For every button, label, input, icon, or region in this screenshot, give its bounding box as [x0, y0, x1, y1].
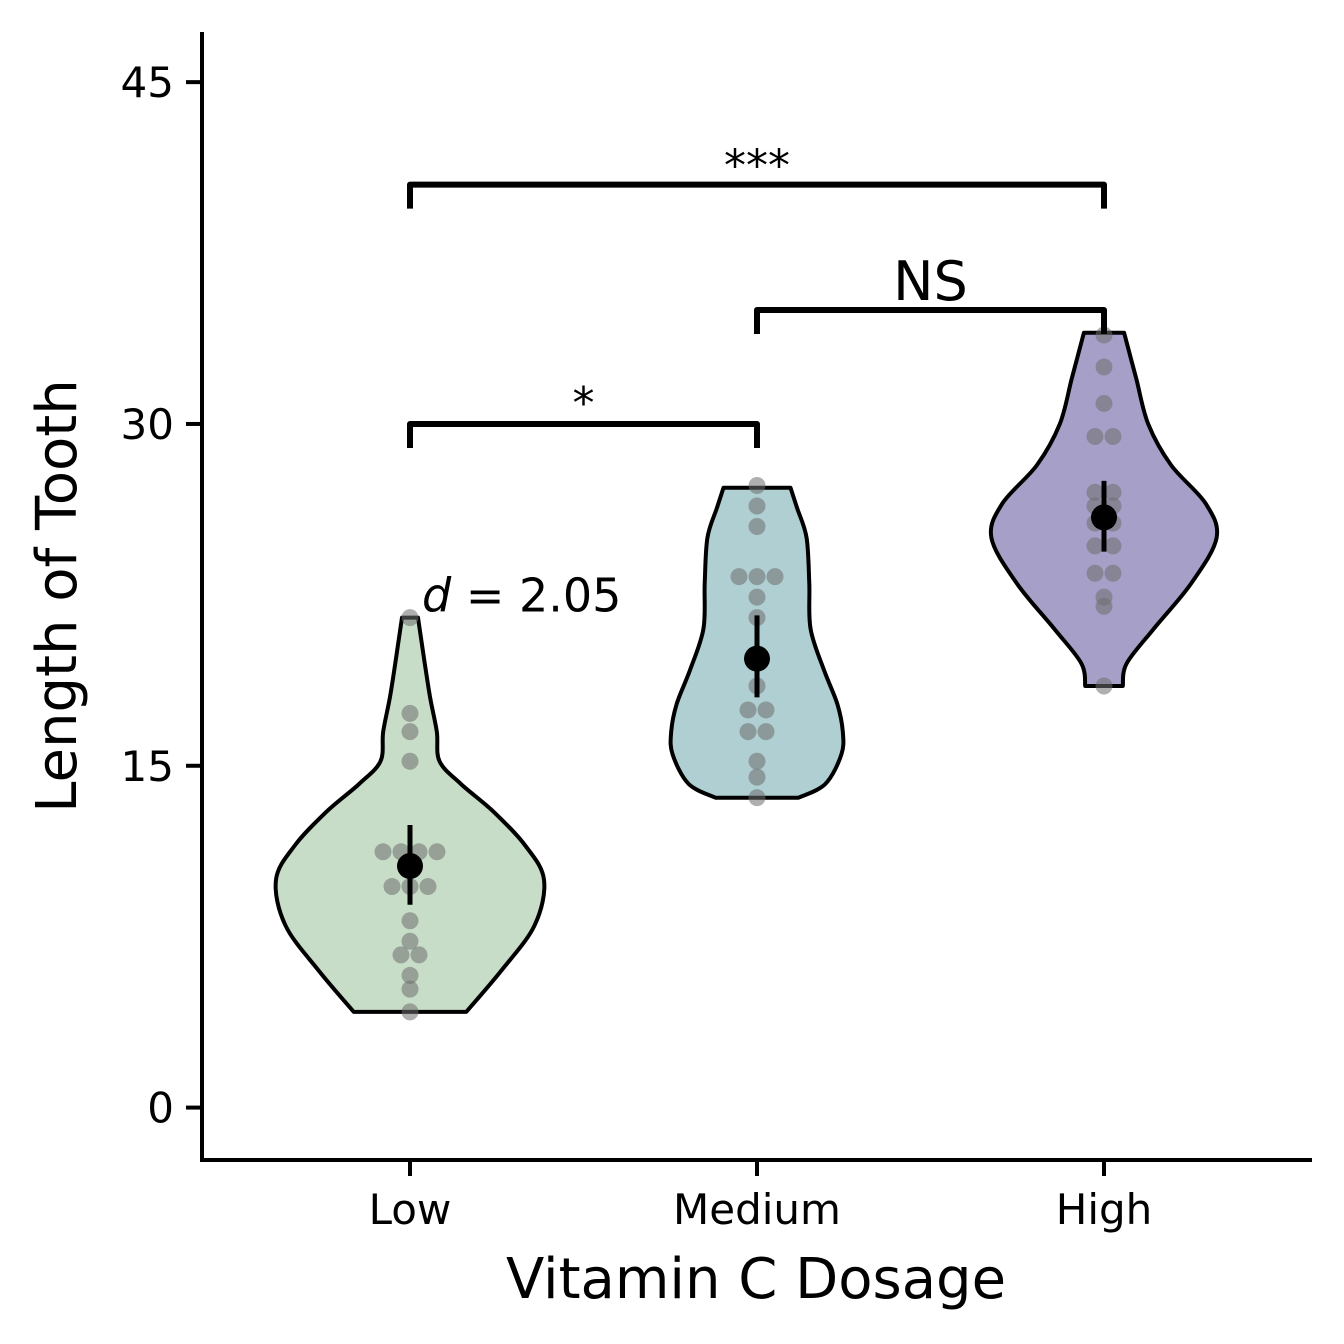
data-point	[1086, 427, 1104, 445]
data-point	[401, 932, 419, 950]
data-point	[410, 946, 428, 964]
data-point	[766, 568, 784, 586]
data-point	[1086, 564, 1104, 582]
data-point	[1095, 588, 1113, 606]
data-point	[401, 752, 419, 770]
significance-label: ***	[724, 141, 790, 192]
significance-brackets: * NS ***	[407, 141, 1107, 448]
data-point	[1095, 326, 1113, 344]
data-point	[401, 980, 419, 998]
data-point	[401, 723, 419, 741]
data-point	[757, 723, 775, 741]
y-tick-label: 0	[147, 1084, 174, 1133]
bracket-line	[754, 307, 1107, 335]
x-ticks: Low Medium High	[369, 1160, 1153, 1234]
data-point	[428, 843, 446, 861]
comparison-bracket: *	[407, 378, 760, 448]
violin-body	[273, 615, 547, 1014]
data-point	[401, 912, 419, 930]
data-point	[419, 878, 437, 896]
bracket-line	[407, 420, 760, 448]
data-point	[748, 476, 766, 494]
data-point	[1104, 537, 1122, 555]
x-tick-label: High	[1056, 1185, 1153, 1234]
data-point	[1104, 483, 1122, 501]
data-point	[1095, 394, 1113, 412]
data-point	[1095, 358, 1113, 376]
x-tick-label: Medium	[673, 1185, 841, 1234]
data-point	[401, 966, 419, 984]
data-point	[748, 517, 766, 535]
data-point	[392, 946, 410, 964]
data-point	[748, 568, 766, 586]
mean-point	[397, 853, 423, 880]
data-point	[748, 497, 766, 515]
data-point	[757, 701, 775, 719]
y-axis-title: Length of Tooth	[25, 379, 90, 812]
y-tick-label: 30	[121, 400, 174, 449]
y-ticks: 0 15 30 45	[121, 58, 202, 1133]
effect-size-label: d = 2.05	[422, 569, 621, 623]
data-point	[1104, 564, 1122, 582]
data-point	[1086, 483, 1104, 501]
data-point	[739, 701, 757, 719]
y-tick-label: 15	[121, 742, 174, 791]
bracket-line	[407, 181, 1107, 209]
violin-group-medium	[668, 476, 846, 807]
significance-label: *	[573, 378, 595, 429]
x-axis-title: Vitamin C Dosage	[506, 1247, 1006, 1312]
mean-point	[1091, 504, 1117, 531]
data-point	[748, 768, 766, 786]
comparison-bracket: ***	[407, 141, 1107, 209]
data-point	[401, 704, 419, 722]
data-point	[401, 609, 419, 627]
data-point	[383, 878, 401, 896]
data-point	[374, 843, 392, 861]
x-tick-label: Low	[369, 1185, 452, 1234]
effect-size-value: = 2.05	[451, 569, 621, 623]
data-point	[1095, 677, 1113, 695]
data-point	[748, 752, 766, 770]
data-point	[401, 1003, 419, 1021]
data-point	[748, 789, 766, 807]
significance-label: NS	[893, 250, 968, 313]
data-point	[1086, 537, 1104, 555]
effect-size-symbol: d	[422, 569, 452, 623]
data-point	[1104, 427, 1122, 445]
mean-point	[744, 645, 770, 672]
violins: d = 2.05	[273, 326, 1220, 1021]
y-tick-label: 45	[121, 58, 174, 107]
data-point	[748, 588, 766, 606]
data-point	[730, 568, 748, 586]
data-point	[739, 723, 757, 741]
comparison-bracket: NS	[754, 250, 1107, 335]
violin-group-low: d = 2.05	[273, 569, 621, 1021]
violin-group-high	[988, 326, 1220, 695]
